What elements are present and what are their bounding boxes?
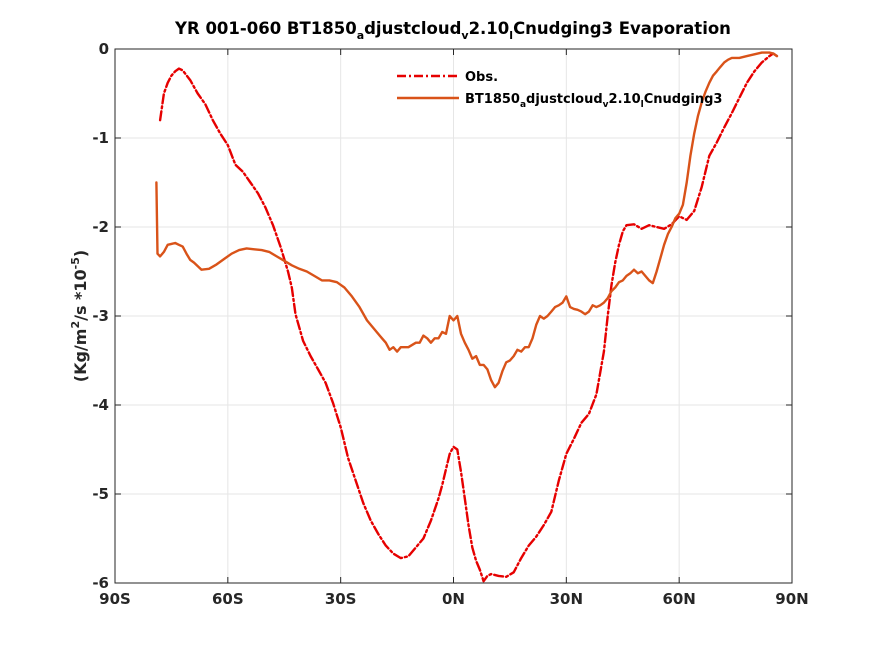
legend-model-mid-1: djustcloud: [526, 92, 603, 107]
legend-model-sub-3: l: [641, 100, 644, 110]
x-tick-label: 90N: [775, 590, 808, 608]
legend-model-sub-1: a: [520, 100, 526, 110]
x-tick-label: 60S: [212, 590, 244, 608]
y-tick-label: -6: [92, 574, 109, 592]
x-tick-label: 60N: [662, 590, 695, 608]
title-part-mid-2: 2.10: [469, 19, 510, 38]
title-sub-3: l: [509, 29, 513, 42]
x-tick-label: 30S: [325, 590, 357, 608]
chart-title: YR 001-060 BT1850adjustcloudv2.10lCnudgi…: [174, 19, 731, 42]
ylabel-pre: (Kg/m: [71, 329, 90, 383]
ylabel-mid: /s *10: [71, 269, 90, 321]
legend-label-obs: Obs.: [465, 70, 498, 85]
x-tick-label: 30N: [550, 590, 583, 608]
title-part-base: YR 001-060 BT1850: [174, 19, 357, 38]
y-tick-label: 0: [99, 40, 109, 58]
series-line-model: [155, 51, 779, 389]
legend-model-end: Cnudging3: [644, 92, 723, 107]
y-tick-label: -4: [92, 396, 109, 414]
y-tick-label: -2: [92, 218, 109, 236]
y-tick-label: -3: [92, 307, 109, 325]
x-tick-label: 90S: [99, 590, 131, 608]
grid-lines: [115, 49, 792, 583]
title-sub-1: a: [357, 29, 364, 42]
x-tick-label: 0N: [442, 590, 465, 608]
series-layer: [155, 51, 779, 583]
legend-model-base: BT1850: [465, 92, 520, 107]
title-sub-2: v: [461, 29, 469, 42]
title-part-mid-1: djustcloud: [364, 19, 461, 38]
series-line-obs: [158, 52, 779, 583]
legend-model-mid-2: 2.10: [609, 92, 641, 107]
ylabel-post: ): [71, 250, 90, 257]
y-axis-label: (Kg/m2/s *10-5): [69, 250, 90, 382]
ylabel-sup-1: 2: [69, 321, 82, 329]
title-part-end: Cnudging3 Evaporation: [513, 19, 731, 38]
legend-label-model: BT1850adjustcloudv2.10lCnudging3: [465, 92, 722, 110]
y-tick-label: -1: [92, 129, 109, 147]
legend: Obs. BT1850adjustcloudv2.10lCnudging3: [397, 70, 722, 110]
legend-model-sub-2: v: [603, 100, 609, 110]
axis-ticks: 90S 60S 30S 0N 30N 60N 90N 0 -1 -2 -3 -4 -5 -6: [92, 40, 808, 608]
y-tick-label: -5: [92, 485, 109, 503]
ylabel-sup-2: -5: [69, 257, 82, 269]
